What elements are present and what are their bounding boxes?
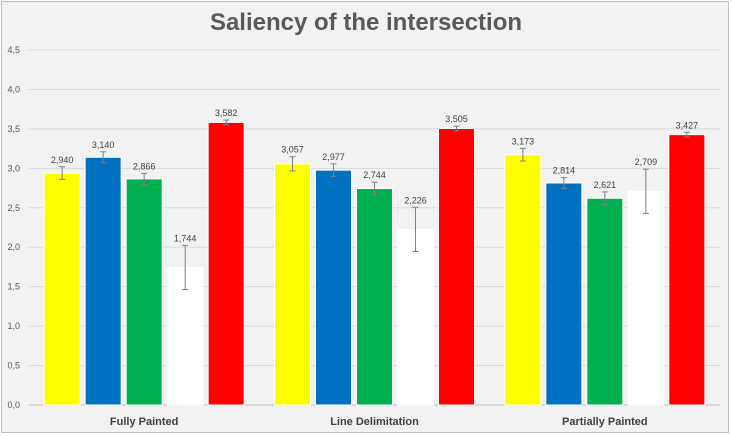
y-tick-label: 1,5: [7, 282, 20, 292]
bar: [504, 154, 542, 406]
bar: [166, 266, 204, 406]
bar: [397, 228, 434, 406]
bar: [274, 163, 311, 406]
y-tick-label: 0,5: [7, 361, 20, 371]
chart-title: Saliency of the intersection: [209, 9, 523, 36]
bar: [84, 156, 122, 406]
data-label: 2,226: [404, 195, 427, 205]
bar: [356, 188, 393, 406]
x-category-label: Fully Painted: [110, 416, 178, 428]
data-label: 2,977: [322, 152, 345, 162]
data-label: 1,744: [174, 233, 197, 243]
bar: [586, 197, 624, 406]
bar: [43, 172, 81, 406]
x-category-label: Line Delimitation: [330, 416, 419, 428]
data-label: 2,940: [51, 155, 74, 165]
x-category-label: Partially Painted: [562, 416, 648, 428]
y-tick-label: 3,0: [7, 163, 20, 173]
y-tick-label: 0,0: [7, 400, 20, 410]
bar: [315, 169, 352, 406]
data-label: 2,709: [635, 157, 658, 167]
y-tick-label: 4,0: [7, 84, 20, 94]
data-label: 3,505: [445, 114, 468, 124]
y-tick-label: 4,5: [7, 45, 20, 55]
bar: [125, 178, 163, 406]
data-label: 2,744: [363, 170, 386, 180]
bar: [668, 134, 706, 406]
bar: [545, 182, 583, 406]
y-tick-label: 2,5: [7, 203, 20, 213]
data-label: 3,057: [281, 145, 304, 155]
bar: [207, 121, 245, 406]
y-tick-label: 2,0: [7, 242, 20, 252]
data-label: 2,866: [133, 161, 156, 171]
y-tick-label: 1,0: [7, 321, 20, 331]
bar: [627, 190, 665, 406]
bar: [438, 127, 475, 406]
y-tick-label: 3,5: [7, 124, 20, 134]
data-label: 3,582: [215, 108, 238, 118]
data-label: 2,814: [553, 165, 576, 175]
data-label: 3,140: [92, 140, 115, 150]
data-label: 3,427: [676, 120, 699, 130]
data-label: 2,621: [594, 180, 617, 190]
data-label: 3,173: [512, 136, 535, 146]
